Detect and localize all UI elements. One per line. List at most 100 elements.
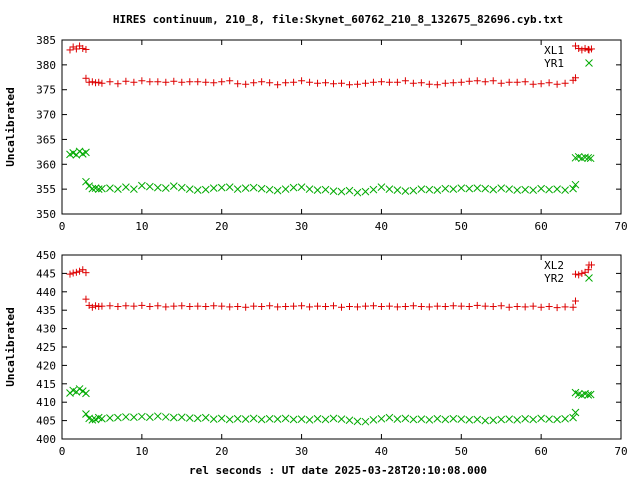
marker-stroke — [297, 415, 306, 423]
marker-stroke — [561, 186, 569, 194]
marker-stroke — [161, 184, 170, 193]
data-point — [69, 269, 77, 277]
data-point — [584, 153, 593, 162]
data-point — [161, 184, 170, 193]
data-point — [153, 183, 162, 192]
data-point — [106, 184, 114, 193]
data-point — [401, 77, 409, 85]
data-point — [473, 415, 482, 424]
data-point — [449, 414, 458, 423]
y-tick-label: 405 — [36, 415, 56, 428]
x-tick-label: 10 — [135, 445, 148, 458]
marker-stroke — [145, 182, 154, 191]
y-tick-label: 355 — [36, 183, 56, 196]
marker-stroke — [449, 185, 458, 193]
marker-stroke — [353, 188, 362, 197]
data-point — [553, 415, 561, 424]
data-point — [561, 414, 569, 423]
data-point — [234, 303, 242, 311]
data-point — [177, 413, 186, 422]
data-point — [561, 79, 569, 87]
data-point — [513, 303, 521, 311]
x-tick-label: 60 — [535, 445, 548, 458]
y-tick-label: 350 — [36, 208, 56, 221]
data-point — [481, 302, 489, 310]
x-tick-label: 60 — [535, 220, 548, 233]
data-point — [369, 302, 377, 310]
marker-stroke — [489, 185, 498, 194]
data-point — [106, 414, 114, 422]
data-point — [146, 78, 154, 86]
data-point — [162, 303, 170, 311]
data-point — [489, 303, 497, 311]
data-point — [209, 184, 218, 193]
data-point — [98, 79, 106, 87]
data-point — [497, 79, 505, 87]
data-point — [306, 303, 314, 311]
data-point — [114, 303, 122, 311]
data-point — [273, 186, 282, 195]
data-point — [289, 415, 298, 424]
data-point — [282, 303, 290, 311]
data-point — [66, 270, 74, 278]
data-point — [75, 385, 84, 393]
marker-stroke — [537, 414, 545, 423]
data-point — [345, 416, 354, 425]
data-point — [409, 302, 417, 310]
data-point — [122, 77, 130, 85]
legend-marker — [585, 46, 593, 54]
marker-stroke — [571, 180, 580, 189]
x-tick-label: 70 — [614, 220, 627, 233]
data-point — [385, 413, 394, 422]
data-point — [249, 183, 258, 192]
marker-stroke — [569, 413, 577, 422]
data-point — [345, 186, 354, 195]
data-point — [161, 413, 170, 421]
marker-stroke — [297, 183, 306, 192]
data-point — [481, 184, 490, 193]
marker-stroke — [94, 413, 103, 422]
data-point — [226, 303, 234, 311]
marker-stroke — [233, 414, 242, 423]
data-point — [433, 81, 441, 89]
marker-stroke — [201, 413, 210, 422]
data-point — [575, 44, 583, 52]
marker-stroke — [241, 184, 250, 193]
data-point — [569, 303, 577, 311]
data-point — [545, 415, 553, 423]
data-point — [225, 183, 234, 192]
data-point — [193, 414, 202, 423]
data-point — [545, 185, 553, 194]
data-point — [250, 302, 258, 310]
top-panel: 0 10 20 30 40 50 60 70 350 355 360 365 370 375 380 385 U… — [4, 34, 628, 233]
marker-stroke — [82, 389, 90, 398]
data-point — [581, 44, 589, 52]
x-tick-label: 70 — [614, 445, 627, 458]
data-point — [298, 302, 306, 310]
data-point — [457, 184, 466, 193]
data-point — [537, 184, 545, 193]
marker-stroke — [185, 185, 194, 193]
data-point — [82, 269, 90, 277]
series-XL2 — [66, 261, 595, 312]
y-tick-label: 450 — [36, 249, 56, 262]
data-point — [88, 416, 97, 424]
data-point — [169, 182, 178, 191]
legend-label: YR1 — [544, 57, 564, 70]
marker-stroke — [249, 183, 258, 192]
data-point — [433, 186, 442, 194]
x-tick-label: 30 — [295, 445, 308, 458]
y-tick-label: 380 — [36, 59, 56, 72]
marker-stroke — [425, 416, 434, 424]
marker-stroke — [82, 410, 90, 418]
data-point — [571, 270, 579, 278]
plot-frame — [61, 254, 622, 440]
data-point — [72, 268, 80, 276]
marker-stroke — [417, 415, 426, 423]
marker-stroke — [257, 184, 266, 193]
marker-stroke — [585, 274, 593, 282]
data-point — [449, 302, 457, 310]
data-point — [258, 78, 266, 86]
data-point — [361, 302, 369, 310]
